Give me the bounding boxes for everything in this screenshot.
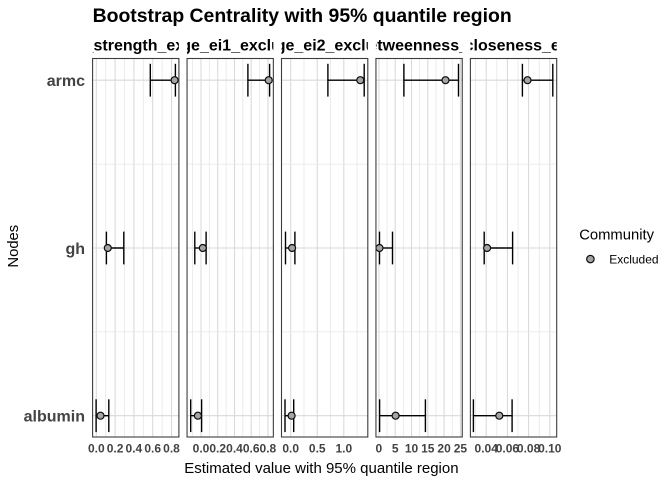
svg-text:0.0: 0.0	[193, 441, 210, 455]
svg-text:0.4: 0.4	[226, 441, 243, 455]
svg-text:0.06: 0.06	[496, 441, 520, 455]
svg-text:0.8: 0.8	[260, 441, 277, 455]
svg-text:25: 25	[454, 441, 468, 455]
svg-text:Bootstrap Centrality with 95%: Bootstrap Centrality with 95% quantile r…	[93, 5, 512, 27]
svg-text:0.5: 0.5	[309, 441, 326, 455]
svg-text:0.4: 0.4	[126, 441, 143, 455]
svg-text:albumin: albumin	[24, 408, 85, 425]
svg-text:bridge_betweenness_excluded: bridge_betweenness_excluded	[301, 37, 538, 54]
svg-text:0.04: 0.04	[475, 441, 499, 455]
svg-text:bridge_ei2_excluded: bridge_ei2_excluded	[246, 37, 404, 54]
svg-text:0.8: 0.8	[163, 441, 180, 455]
svg-text:bridge_strength_excluded: bridge_strength_excluded	[36, 37, 236, 54]
svg-text:bridge_ei1_excluded: bridge_ei1_excluded	[151, 37, 309, 54]
svg-text:0.2: 0.2	[107, 441, 124, 455]
svg-text:20: 20	[437, 441, 451, 455]
svg-text:Nodes: Nodes	[6, 225, 22, 268]
svg-text:0: 0	[376, 441, 383, 455]
svg-text:5: 5	[392, 441, 399, 455]
svg-text:0.0: 0.0	[282, 441, 299, 455]
svg-text:10: 10	[405, 441, 419, 455]
svg-text:0.0: 0.0	[88, 441, 105, 455]
svg-text:bridge_closeness_excluded: bridge_closeness_excluded	[407, 37, 620, 54]
svg-text:Excluded: Excluded	[609, 252, 658, 266]
svg-text:Community: Community	[579, 227, 654, 243]
svg-text:0.6: 0.6	[243, 441, 260, 455]
svg-text:armc: armc	[47, 73, 85, 90]
svg-text:0.08: 0.08	[517, 441, 541, 455]
svg-text:0.6: 0.6	[144, 441, 161, 455]
svg-text:0.2: 0.2	[209, 441, 226, 455]
svg-text:1.0: 1.0	[335, 441, 352, 455]
svg-text:gh: gh	[65, 241, 85, 258]
svg-text:Estimated value with 95% quant: Estimated value with 95% quantile region	[184, 460, 458, 477]
svg-text:0.10: 0.10	[538, 441, 562, 455]
svg-text:15: 15	[421, 441, 435, 455]
